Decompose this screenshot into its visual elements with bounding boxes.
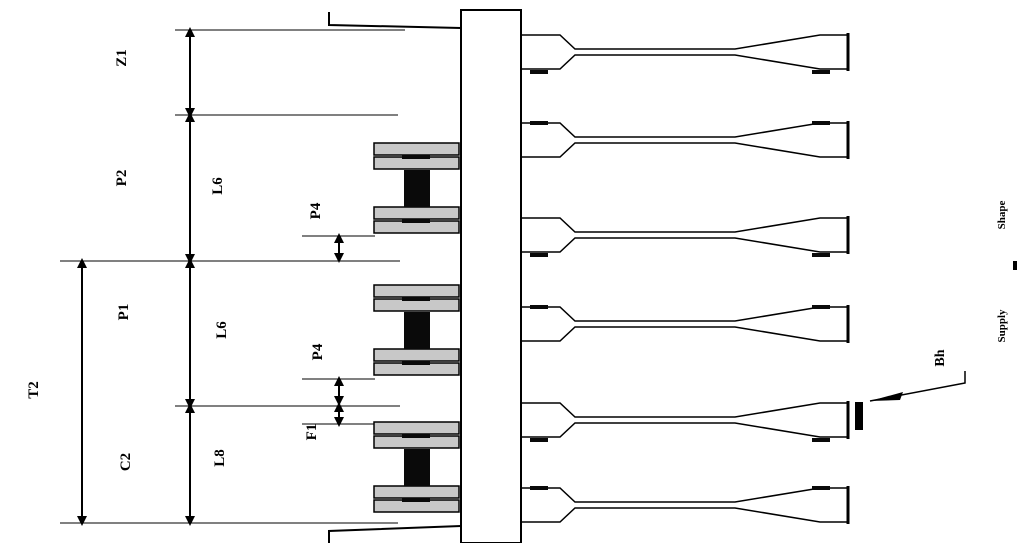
rod-outline — [521, 123, 848, 157]
extension-lines — [60, 30, 405, 523]
side-divider — [1013, 261, 1017, 270]
core-cap-top — [402, 155, 430, 159]
plate-1 — [374, 422, 459, 434]
rod-3 — [521, 216, 848, 257]
rod-5 — [521, 401, 848, 442]
bottom-plate — [329, 526, 461, 543]
label-side-bottom: Supply — [996, 309, 1008, 343]
rod-mark-left — [530, 70, 548, 74]
label-t2: T2 — [26, 381, 42, 399]
core-cap-bottom — [402, 498, 430, 502]
rod-outline — [521, 35, 848, 69]
core-block — [404, 170, 430, 207]
rod-outline — [521, 307, 848, 341]
label-c2: C2 — [118, 453, 134, 471]
plate-stack-2 — [374, 285, 459, 375]
label-p4-upper: P4 — [308, 202, 324, 219]
rod-mark-right — [812, 253, 830, 257]
rod-1 — [521, 33, 848, 74]
pointer-leader — [870, 371, 965, 401]
plate-3 — [374, 486, 459, 498]
label-l6-middle: L6 — [214, 321, 230, 339]
rod-2 — [521, 121, 848, 159]
plate-stack-1 — [374, 143, 459, 233]
rod-outline — [521, 403, 848, 437]
core-block — [404, 312, 430, 349]
rod-outline — [521, 488, 848, 522]
pointer — [855, 371, 965, 430]
rod-mark-left — [530, 121, 548, 125]
core-cap-top — [402, 434, 430, 438]
label-p4-middle: P4 — [310, 343, 326, 360]
label-f1: F1 — [304, 424, 320, 441]
top-plate — [329, 12, 461, 28]
dimension-arrows — [82, 32, 339, 521]
rod-mark-right — [812, 70, 830, 74]
rod-mark-left — [530, 486, 548, 490]
plate-1 — [374, 143, 459, 155]
plate-3 — [374, 349, 459, 361]
rod-mark-right — [812, 121, 830, 125]
plate-stack-3 — [374, 422, 459, 512]
label-z1: Z1 — [114, 49, 130, 67]
rod-mark-right — [812, 438, 830, 442]
rod-6 — [521, 486, 848, 524]
core-cap-bottom — [402, 361, 430, 365]
core-cap-bottom — [402, 219, 430, 223]
rod-mark-right — [812, 486, 830, 490]
rod-mark-left — [530, 253, 548, 257]
rod-mark-right — [812, 305, 830, 309]
connecting-rods — [521, 33, 848, 524]
rod-mark-left — [530, 438, 548, 442]
core-cap-top — [402, 297, 430, 301]
rod-outline — [521, 218, 848, 252]
rod-mark-left — [530, 305, 548, 309]
pointer-block — [855, 402, 863, 430]
rod-4 — [521, 305, 848, 343]
label-l8: L8 — [212, 449, 228, 467]
label-p2: P2 — [114, 170, 130, 187]
center-bar — [461, 10, 521, 543]
label-pointer: Bh — [933, 349, 948, 366]
label-side-top: Shape — [996, 201, 1008, 230]
plate-3 — [374, 207, 459, 219]
plate-stacks — [374, 143, 459, 512]
label-l6-upper: L6 — [210, 177, 226, 195]
plate-1 — [374, 285, 459, 297]
label-p1: P1 — [116, 304, 132, 321]
core-block — [404, 449, 430, 486]
